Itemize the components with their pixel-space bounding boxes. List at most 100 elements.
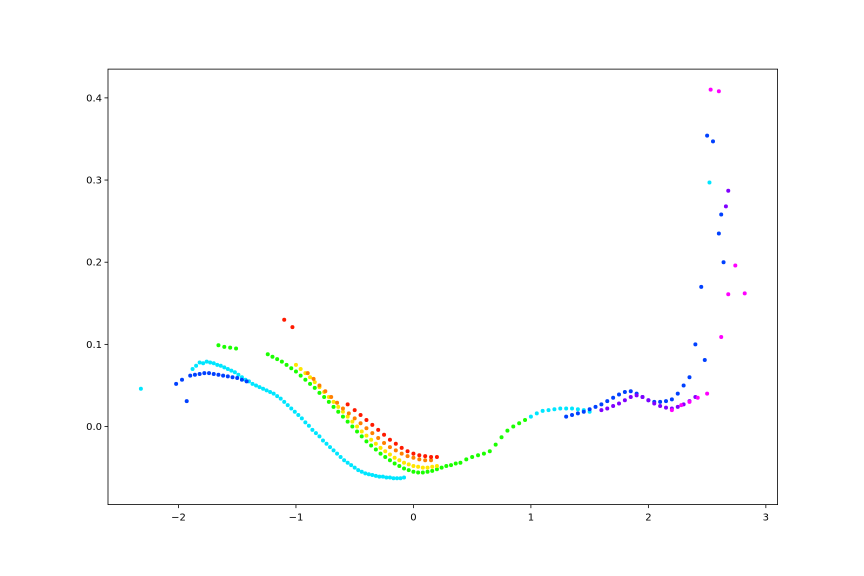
axes-frame [107, 68, 778, 506]
data-point [322, 394, 327, 399]
data-point [180, 377, 185, 382]
data-point [328, 445, 333, 450]
data-point [234, 346, 239, 351]
data-point [476, 453, 481, 458]
data-point [364, 417, 369, 422]
data-point [570, 406, 575, 411]
data-point [570, 413, 575, 418]
data-point [225, 367, 230, 372]
data-point [377, 474, 382, 479]
data-point [464, 457, 469, 462]
data-point [587, 407, 592, 412]
data-point [279, 359, 284, 364]
y-tick-label: 0.4 [86, 93, 102, 104]
data-point [326, 399, 331, 404]
data-point [393, 441, 398, 446]
data-point [628, 389, 633, 394]
data-point [342, 458, 347, 463]
data-point [383, 449, 388, 454]
x-tick-label: 3 [763, 513, 769, 524]
data-point [222, 344, 227, 349]
x-tick-label: −2 [171, 513, 186, 524]
data-point [188, 373, 193, 378]
data-point [317, 390, 322, 395]
data-point [710, 139, 715, 144]
data-point [303, 377, 308, 382]
data-point [658, 404, 663, 408]
data-point [366, 472, 371, 477]
data-point [675, 391, 680, 396]
data-point [434, 467, 439, 472]
data-point [564, 414, 569, 419]
data-point [392, 461, 397, 466]
data-point [605, 399, 610, 404]
data-point [299, 416, 304, 421]
data-point [406, 462, 411, 467]
data-point [705, 133, 710, 138]
data-point [702, 357, 707, 362]
data-point [511, 424, 516, 429]
data-point [232, 370, 237, 375]
data-point [558, 406, 563, 411]
data-point [225, 374, 230, 379]
data-point [399, 451, 404, 456]
data-point [373, 441, 378, 446]
data-point [201, 361, 206, 366]
data-point [387, 437, 392, 442]
data-point [453, 461, 458, 466]
data-point [336, 404, 341, 409]
data-point [216, 372, 221, 377]
data-point [308, 375, 313, 380]
data-point [658, 399, 663, 404]
data-point [282, 399, 287, 404]
data-point [257, 385, 262, 390]
data-point [406, 468, 411, 473]
data-points [138, 87, 747, 481]
data-point [611, 395, 616, 400]
data-point [575, 407, 580, 412]
data-point [402, 460, 407, 465]
x-tick-label: −1 [289, 513, 304, 524]
data-point [363, 471, 368, 476]
data-point [487, 449, 492, 454]
data-point [331, 399, 336, 404]
data-point [742, 291, 747, 296]
data-point [505, 428, 510, 433]
data-point [593, 404, 598, 409]
data-point [430, 468, 435, 473]
data-point [652, 401, 657, 406]
data-point [215, 362, 220, 367]
data-point [402, 466, 407, 471]
data-point [707, 180, 712, 185]
x-tick-label: 1 [528, 513, 534, 524]
data-point [211, 361, 216, 366]
data-point [394, 476, 399, 481]
data-point [229, 368, 234, 373]
data-point [669, 408, 674, 413]
data-point [352, 465, 357, 470]
data-point [528, 414, 533, 419]
data-point [265, 352, 270, 357]
data-point [208, 360, 213, 365]
data-point [222, 365, 227, 370]
data-point [599, 408, 604, 413]
data-point [239, 377, 244, 382]
data-point [392, 455, 397, 460]
data-point [345, 419, 350, 424]
data-point [373, 473, 378, 478]
data-point [434, 463, 439, 468]
data-point [364, 433, 369, 438]
y-tick-label: 0.1 [86, 340, 102, 351]
data-point [687, 375, 692, 380]
data-point [423, 458, 428, 463]
data-point [345, 414, 350, 419]
data-point [244, 379, 249, 384]
data-point [320, 438, 325, 443]
data-point [184, 399, 189, 404]
data-point [254, 383, 259, 388]
data-point [312, 385, 317, 390]
data-point [444, 463, 449, 468]
data-point [391, 476, 396, 481]
data-point [575, 411, 580, 416]
